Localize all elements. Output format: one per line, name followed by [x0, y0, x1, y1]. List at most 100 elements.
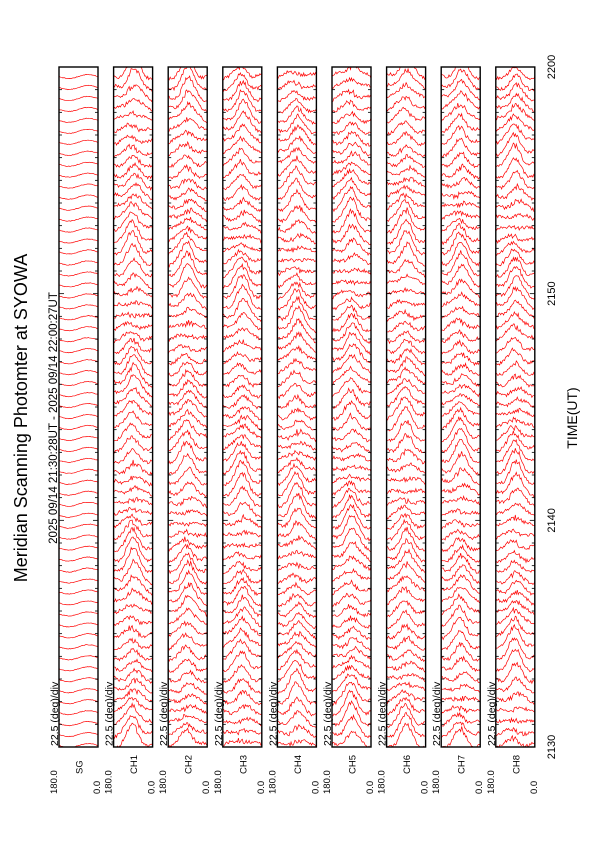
scan-line — [168, 343, 208, 355]
scan-line — [332, 654, 371, 669]
scan-line — [277, 258, 317, 263]
scan-line — [332, 208, 371, 234]
scan-line — [441, 726, 481, 747]
scan-line — [441, 339, 481, 355]
scan-line — [277, 630, 317, 650]
scan-line — [59, 337, 98, 343]
scan-line — [277, 295, 317, 322]
scan-line — [495, 67, 535, 81]
scan-line — [59, 84, 98, 91]
scan-line — [59, 721, 98, 727]
scan-line — [168, 217, 208, 231]
scan-line — [332, 637, 371, 651]
scan-line — [386, 702, 426, 728]
scan-line — [332, 567, 371, 583]
scan-line — [332, 604, 371, 618]
scan-line — [441, 416, 481, 443]
scan-line — [113, 667, 153, 684]
scan-line — [113, 300, 153, 309]
scan-line — [386, 420, 426, 443]
scan-line — [495, 716, 535, 724]
scan-line — [441, 373, 481, 387]
scan-line — [332, 673, 371, 693]
scan-line — [495, 459, 535, 485]
scan-line — [113, 484, 153, 497]
scan-line — [277, 305, 317, 334]
scan-line — [332, 615, 371, 629]
scan-line — [222, 423, 262, 439]
y-tick-label-min: 0.0 — [529, 781, 540, 794]
scan-line — [113, 558, 153, 586]
scan-line — [386, 504, 426, 520]
scan-line — [277, 97, 317, 114]
scan-line — [59, 205, 98, 211]
scan-line — [168, 333, 208, 342]
scan-line — [386, 526, 426, 552]
scan-line — [59, 589, 98, 595]
scan-line — [441, 223, 481, 246]
scan-line — [59, 392, 98, 398]
scan-line — [59, 150, 98, 156]
scan-line — [495, 323, 535, 342]
scan-line — [386, 475, 426, 485]
scan-line — [332, 110, 371, 125]
scan-line — [59, 677, 98, 683]
scan-line — [332, 664, 371, 681]
scan-line — [113, 134, 153, 146]
y-tick-label-max: 180.0 — [486, 770, 497, 794]
scan-line — [441, 467, 481, 486]
scan-line — [386, 396, 426, 421]
scan-line — [441, 241, 481, 267]
scan-line — [113, 658, 153, 673]
scan-line — [59, 534, 98, 540]
scan-line — [59, 545, 98, 551]
scan-line — [222, 615, 262, 637]
scan-line — [113, 536, 153, 563]
scan-line — [277, 428, 317, 443]
panel-sg: 180.0 0.0 SG 22.5 (deg)/div — [49, 66, 103, 794]
scan-line — [59, 424, 98, 430]
scan-line — [495, 502, 535, 517]
scan-line — [59, 238, 98, 244]
scan-line — [386, 273, 426, 286]
scan-line — [277, 330, 317, 353]
scan-line — [222, 362, 262, 376]
scan-line — [59, 414, 98, 420]
scan-line — [59, 732, 98, 738]
scan-line — [168, 163, 208, 180]
scan-line — [222, 89, 262, 112]
scan-line — [168, 89, 208, 113]
scan-line — [441, 90, 481, 110]
scan-line — [168, 552, 208, 575]
scan-line — [59, 699, 98, 705]
scan-line — [386, 184, 426, 198]
scan-line — [113, 386, 153, 407]
scan-line — [386, 366, 426, 385]
scan-line — [113, 161, 153, 180]
scan-line — [332, 353, 371, 374]
scan-line — [441, 67, 481, 81]
scan-line — [113, 285, 153, 299]
scan-line — [495, 256, 535, 278]
scan-line — [386, 681, 426, 692]
scan-line — [168, 378, 208, 399]
scan-line — [277, 382, 317, 400]
scan-line — [222, 678, 262, 694]
scan-line — [277, 681, 317, 706]
scan-line — [113, 84, 153, 103]
scan-line — [495, 82, 535, 102]
scan-line — [168, 481, 208, 498]
scan-line — [113, 496, 153, 506]
panel-ch4: 180.0 0.0 CH4 22.5 (deg)/div — [267, 66, 321, 794]
panel-ch8: 180.0 0.0 CH8 22.5 (deg)/div — [486, 66, 540, 794]
scan-line — [222, 262, 262, 289]
scan-line — [441, 544, 481, 563]
scan-line — [168, 117, 208, 132]
panel-ch7: 180.0 0.0 CH7 22.5 (deg)/div — [431, 66, 485, 794]
scan-line — [495, 676, 535, 694]
scan-line — [386, 649, 426, 662]
scan-line — [113, 361, 153, 388]
scan-line — [277, 471, 317, 496]
scan-line — [59, 359, 98, 365]
scan-line — [113, 587, 153, 606]
